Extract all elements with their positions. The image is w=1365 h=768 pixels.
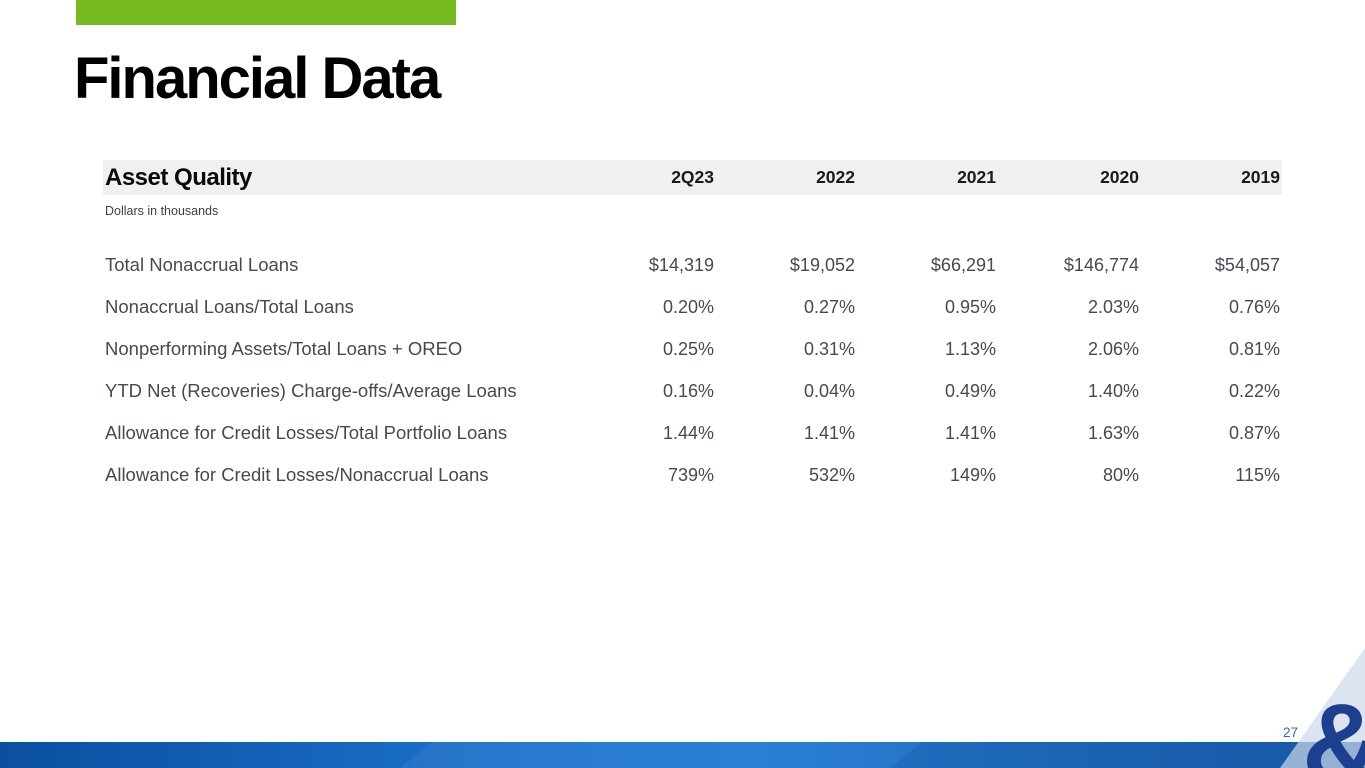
column-header-2019: 2019: [1241, 167, 1280, 187]
page-title: Financial Data: [74, 46, 441, 111]
cell: 0.95%: [944, 296, 996, 317]
table-header-row: Asset Quality 2Q23 2022 2021 2020 2019: [103, 160, 1282, 195]
asset-quality-table: Asset Quality 2Q23 2022 2021 2020 2019 D…: [103, 160, 1282, 496]
cell: 1.63%: [1087, 422, 1139, 443]
row-label: Allowance for Credit Losses/Total Portfo…: [105, 422, 508, 443]
row-label: YTD Net (Recoveries) Charge-offs/Average…: [105, 380, 517, 401]
table-note: Dollars in thousands: [105, 204, 219, 218]
table-row: Allowance for Credit Losses/Total Portfo…: [103, 412, 1282, 454]
column-header-2q23: 2Q23: [671, 167, 714, 187]
table-row: Total Nonaccrual Loans $14,319 $19,052 $…: [103, 244, 1282, 286]
table-body: Total Nonaccrual Loans $14,319 $19,052 $…: [103, 244, 1282, 496]
cell: 0.81%: [1228, 338, 1280, 359]
cell: 0.04%: [803, 380, 855, 401]
column-header-2021: 2021: [957, 167, 996, 187]
cell: 0.31%: [803, 338, 855, 359]
cell: 1.41%: [803, 422, 855, 443]
cell: 0.22%: [1228, 380, 1280, 401]
cell: 0.20%: [662, 296, 714, 317]
cell: 1.41%: [944, 422, 996, 443]
table-row: Allowance for Credit Losses/Nonaccrual L…: [103, 454, 1282, 496]
green-accent-bar: [76, 0, 456, 25]
table-row: YTD Net (Recoveries) Charge-offs/Average…: [103, 370, 1282, 412]
cell: 0.76%: [1228, 296, 1280, 317]
row-label: Allowance for Credit Losses/Nonaccrual L…: [105, 464, 489, 485]
page-number: 27: [1282, 725, 1298, 740]
table-row: Nonperforming Assets/Total Loans + OREO …: [103, 328, 1282, 370]
cell: 115%: [1235, 464, 1280, 485]
cell: 2.03%: [1087, 296, 1139, 317]
cell: 80%: [1102, 464, 1139, 485]
row-label: Nonaccrual Loans/Total Loans: [105, 296, 354, 317]
ampersand-logo: &: [1302, 688, 1365, 768]
cell: 739%: [667, 464, 714, 485]
cell: 0.49%: [944, 380, 996, 401]
table-section-title: Asset Quality: [105, 163, 252, 191]
cell: 0.25%: [662, 338, 714, 359]
cell: 0.16%: [662, 380, 714, 401]
footer-bar: [0, 742, 1365, 768]
column-header-2020: 2020: [1100, 167, 1139, 187]
cell: 1.40%: [1087, 380, 1139, 401]
cell: $66,291: [930, 254, 996, 275]
table-row: Nonaccrual Loans/Total Loans 0.20% 0.27%…: [103, 286, 1282, 328]
cell: $19,052: [789, 254, 855, 275]
cell: 0.27%: [803, 296, 855, 317]
footer-swoosh: [1280, 648, 1365, 768]
column-header-2022: 2022: [816, 167, 855, 187]
row-label: Nonperforming Assets/Total Loans + OREO: [105, 338, 463, 359]
cell: $146,774: [1063, 254, 1139, 275]
cell: 532%: [808, 464, 855, 485]
cell: $54,057: [1214, 254, 1280, 275]
cell: $14,319: [648, 254, 714, 275]
cell: 1.44%: [662, 422, 714, 443]
cell: 149%: [949, 464, 996, 485]
cell: 1.13%: [944, 338, 996, 359]
row-label: Total Nonaccrual Loans: [105, 254, 299, 275]
cell: 0.87%: [1228, 422, 1280, 443]
cell: 2.06%: [1087, 338, 1139, 359]
